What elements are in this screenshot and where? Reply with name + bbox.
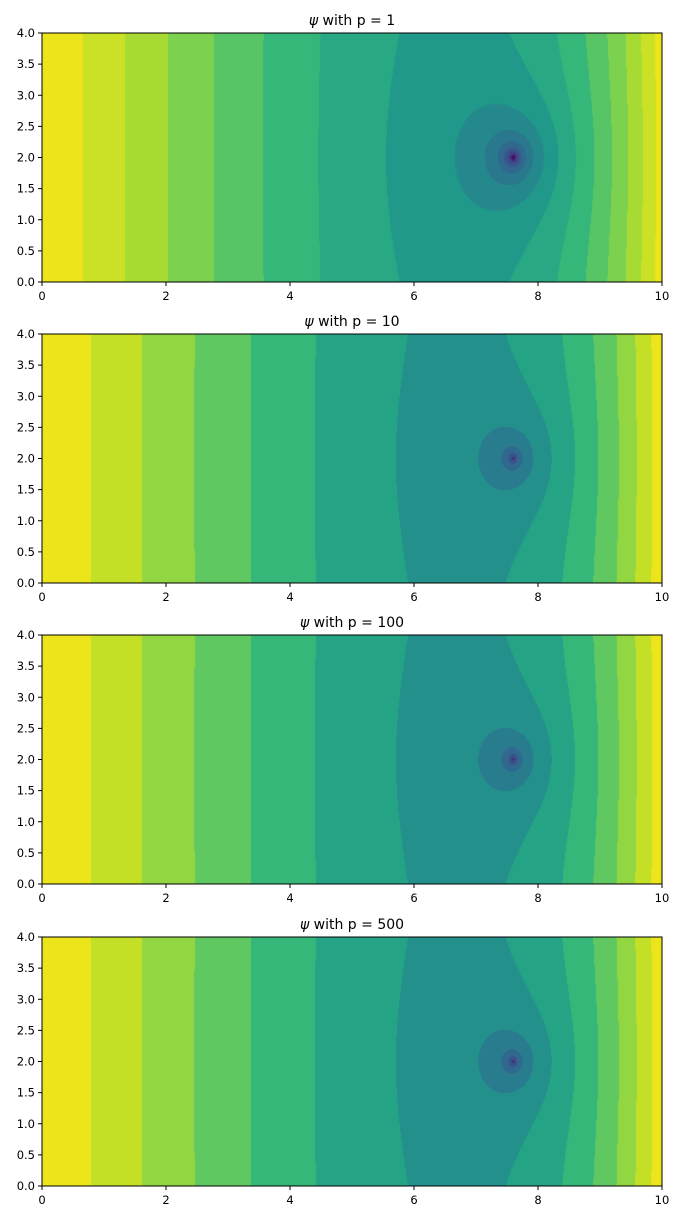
y-tick-label: 1.0 bbox=[17, 213, 35, 227]
y-tick-label: 1.0 bbox=[17, 514, 35, 528]
y-tick-label: 1.5 bbox=[17, 182, 35, 196]
subplot-title: ψ with p = 10 bbox=[304, 314, 399, 330]
x-tick-label: 0 bbox=[38, 289, 45, 301]
y-tick-label: 4.0 bbox=[17, 628, 35, 642]
y-tick-label: 3.5 bbox=[17, 358, 35, 372]
y-tick-label: 3.0 bbox=[17, 992, 35, 1006]
contour-plot: ψ with p = 100 0 2 4 6 8 10 0.0 0.5 1.0 1.5 2.0 2.5 3… bbox=[17, 615, 670, 903]
x-tick-label: 10 bbox=[655, 590, 670, 602]
contour-fill bbox=[42, 937, 662, 1186]
contour-fill bbox=[42, 334, 662, 583]
y-tick-label: 1.0 bbox=[17, 815, 35, 829]
y-tick-label: 3.0 bbox=[17, 690, 35, 704]
y-tick-label: 3.0 bbox=[17, 88, 35, 102]
y-tick-label: 4.0 bbox=[17, 26, 35, 40]
y-tick-label: 1.5 bbox=[17, 1086, 35, 1100]
x-tick-label: 6 bbox=[410, 289, 417, 301]
y-tick-label: 4.0 bbox=[17, 930, 35, 944]
x-tick-label: 2 bbox=[162, 891, 169, 903]
y-tick-label: 0.0 bbox=[17, 1179, 35, 1193]
x-tick-label: 10 bbox=[655, 289, 670, 301]
subplot-title: ψ with p = 100 bbox=[300, 615, 404, 631]
x-tick-label: 8 bbox=[534, 590, 541, 602]
contour-fill bbox=[42, 33, 662, 282]
y-tick-label: 4.0 bbox=[17, 327, 35, 341]
x-tick-label: 6 bbox=[410, 590, 417, 602]
y-tick-label: 2.5 bbox=[17, 1023, 35, 1037]
y-tick-label: 0.5 bbox=[17, 1148, 35, 1162]
y-tick-label: 0.0 bbox=[17, 275, 35, 289]
x-tick-label: 0 bbox=[38, 590, 45, 602]
x-tick-label: 8 bbox=[534, 891, 541, 903]
x-tick-label: 4 bbox=[286, 590, 293, 602]
x-tick-label: 6 bbox=[410, 1193, 417, 1205]
x-tick-label: 10 bbox=[655, 1193, 670, 1205]
subplot-1: ψ with p = 1 0 2 4 6 8 10 0.0 0.5 1.0 1.5 2.0 2.5 3.0… bbox=[0, 0, 680, 301]
y-tick-label: 2.5 bbox=[17, 119, 35, 133]
y-tick-label: 0.0 bbox=[17, 877, 35, 891]
x-tick-label: 2 bbox=[162, 289, 169, 301]
y-tick-label: 3.5 bbox=[17, 961, 35, 975]
subplot-2: ψ with p = 10 0 2 4 6 8 10 0.0 0.5 1.0 1.5 2.0 2.5 3.… bbox=[0, 301, 680, 602]
y-tick-label: 1.5 bbox=[17, 784, 35, 798]
x-tick-label: 4 bbox=[286, 1193, 293, 1205]
y-tick-label: 3.5 bbox=[17, 57, 35, 71]
contour-plot: ψ with p = 10 0 2 4 6 8 10 0.0 0.5 1.0 1.5 2.0 2.5 3.… bbox=[17, 314, 670, 602]
subplot-4: ψ with p = 500 0 2 4 6 8 10 0.0 0.5 1.0 1.5 2.0 2.5 3… bbox=[0, 904, 680, 1205]
x-tick-label: 0 bbox=[38, 1193, 45, 1205]
x-tick-label: 0 bbox=[38, 891, 45, 903]
contour-plot: ψ with p = 1 0 2 4 6 8 10 0.0 0.5 1.0 1.5 2.0 2.5 3.0… bbox=[17, 13, 670, 301]
y-tick-label: 1.5 bbox=[17, 483, 35, 497]
y-tick-label: 2.5 bbox=[17, 721, 35, 735]
y-tick-label: 2.5 bbox=[17, 420, 35, 434]
y-tick-label: 2.0 bbox=[17, 452, 35, 466]
y-tick-label: 0.5 bbox=[17, 846, 35, 860]
y-tick-label: 3.0 bbox=[17, 389, 35, 403]
x-tick-label: 6 bbox=[410, 891, 417, 903]
contour-fill bbox=[42, 635, 662, 884]
contour-plot: ψ with p = 500 0 2 4 6 8 10 0.0 0.5 1.0 1.5 2.0 2.5 3… bbox=[17, 917, 670, 1205]
y-tick-label: 3.5 bbox=[17, 659, 35, 673]
subplot-3: ψ with p = 100 0 2 4 6 8 10 0.0 0.5 1.0 1.5 2.0 2.5 3… bbox=[0, 602, 680, 903]
y-tick-label: 0.0 bbox=[17, 576, 35, 590]
x-tick-label: 2 bbox=[162, 590, 169, 602]
x-tick-label: 8 bbox=[534, 289, 541, 301]
y-tick-label: 0.5 bbox=[17, 244, 35, 258]
y-tick-label: 1.0 bbox=[17, 1117, 35, 1131]
y-tick-label: 2.0 bbox=[17, 1055, 35, 1069]
x-tick-label: 4 bbox=[286, 891, 293, 903]
subplot-title: ψ with p = 1 bbox=[309, 13, 395, 29]
x-tick-label: 10 bbox=[655, 891, 670, 903]
y-tick-label: 2.0 bbox=[17, 753, 35, 767]
x-tick-label: 2 bbox=[162, 1193, 169, 1205]
y-tick-label: 2.0 bbox=[17, 151, 35, 165]
y-tick-label: 0.5 bbox=[17, 545, 35, 559]
x-tick-label: 4 bbox=[286, 289, 293, 301]
x-tick-label: 8 bbox=[534, 1193, 541, 1205]
subplot-title: ψ with p = 500 bbox=[300, 917, 404, 933]
